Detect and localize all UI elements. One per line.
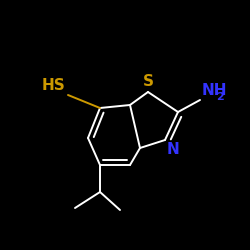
Text: NH: NH	[202, 83, 228, 98]
Text: S: S	[142, 74, 154, 89]
Text: 2: 2	[216, 92, 224, 102]
Text: N: N	[167, 142, 180, 157]
Text: HS: HS	[41, 78, 65, 93]
